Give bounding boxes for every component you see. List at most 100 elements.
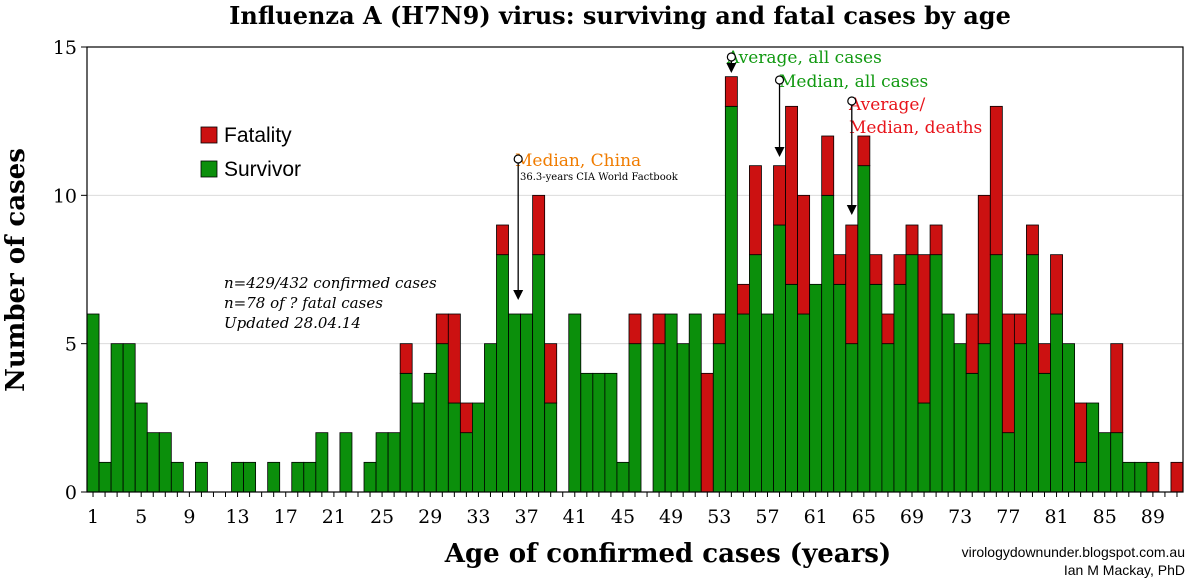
y-tick-label: 10 [53, 185, 77, 207]
bar-survivor [170, 461, 184, 493]
bar-fatality [1026, 224, 1039, 256]
bar-fatality [965, 313, 979, 374]
bar-survivor [881, 343, 895, 493]
bar-survivor [857, 165, 871, 493]
legend-swatch-survivor [200, 160, 218, 178]
bar-fatality [881, 313, 895, 345]
bar-fatality [1001, 313, 1015, 434]
bar-survivor [580, 372, 594, 493]
bar-fatality [845, 224, 859, 345]
bar-fatality [977, 194, 991, 345]
bar-fatality [797, 194, 811, 315]
x-axis-ticks: 1 5 9 13 17 21 25 29 33 37 41 45 49 53 57 61 65 69 73 77 81 8… [87, 492, 1178, 528]
bar-survivor [496, 254, 509, 493]
bar-fatality [929, 224, 943, 256]
bar-fatality [712, 313, 726, 345]
bar-fatality [1038, 343, 1051, 374]
annotation-arrowhead [774, 147, 785, 157]
bar-survivor [676, 343, 690, 493]
bar-fatality [821, 135, 835, 196]
x-tick-label: 77 [996, 506, 1020, 528]
annotation-median-all: Median, all cases [779, 72, 928, 92]
bar-survivor [688, 313, 702, 493]
x-tick-label: 37 [515, 506, 539, 528]
bar-survivor [953, 343, 967, 493]
bar-survivor [893, 283, 907, 493]
bar-fatality [1170, 461, 1184, 493]
chart-title: Influenza A (H7N9) virus: surviving and … [229, 1, 1011, 30]
bar-survivor [1062, 343, 1076, 493]
credit-author: Ian M Mackay, PhD [1064, 562, 1185, 578]
bar-fatality [989, 105, 1003, 256]
bar-survivor [484, 343, 497, 493]
bar-survivor [736, 313, 750, 493]
y-tick-label: 0 [65, 482, 77, 504]
bar-survivor [568, 313, 582, 493]
bar-survivor [399, 372, 413, 493]
annotation-arrowhead [726, 63, 737, 73]
bar-survivor [411, 402, 425, 493]
bar-survivor [122, 343, 136, 493]
bar-survivor [664, 313, 678, 493]
bar-survivor [447, 402, 461, 493]
x-tick-label: 53 [707, 506, 731, 528]
bar-survivor [459, 432, 473, 493]
bar-survivor [1074, 461, 1088, 493]
bar-survivor [785, 283, 798, 493]
annotation-marker [847, 96, 857, 106]
bar-survivor [435, 343, 449, 493]
bar-survivor [833, 283, 847, 493]
annotation-marker [774, 75, 785, 85]
x-axis-title: Age of confirmed cases (years) [444, 539, 891, 569]
note-updated: Updated 28.04.14 [224, 314, 361, 332]
bar-survivor [134, 402, 148, 493]
bar-survivor [146, 432, 160, 493]
bar-survivor [267, 461, 281, 493]
x-tick-label: 73 [948, 506, 972, 528]
bar-fatality [435, 313, 449, 345]
bar-survivor [303, 461, 317, 493]
bar-survivor [1086, 402, 1100, 493]
bar-survivor [363, 461, 377, 493]
bar-fatality [833, 254, 847, 285]
notes: n=429/432 confirmed cases n=78 of ? fata… [224, 274, 437, 332]
note-fatal: n=78 of ? fatal cases [224, 294, 383, 312]
bar-survivor [375, 432, 389, 493]
legend-swatch-fatality [200, 126, 218, 144]
bar-fatality [869, 254, 883, 285]
bar-survivor [712, 343, 726, 493]
annotation-marker [726, 52, 736, 62]
bar-survivor [315, 432, 329, 493]
annotation-marker [513, 154, 523, 164]
bar-survivor [604, 372, 618, 493]
bar-survivor [977, 343, 991, 493]
bar-fatality [749, 165, 762, 256]
annotation-median-china-sub: 36.3-years CIA World Factbook [520, 172, 679, 183]
bar-survivor [929, 254, 943, 493]
bar-survivor [1110, 432, 1124, 493]
bar-fatality [652, 313, 666, 345]
x-tick-label: 1 [87, 506, 99, 528]
bar-fatality [1074, 402, 1088, 463]
bar-survivor [917, 402, 931, 493]
bar-survivor [989, 254, 1003, 493]
bar-fatality [893, 254, 907, 285]
bar-fatality [724, 76, 738, 107]
bar-survivor [628, 343, 642, 493]
bar-survivor [423, 372, 437, 493]
y-tick-label: 5 [65, 334, 77, 356]
bar-fatality [857, 135, 871, 167]
legend: Fatality Survivor [200, 124, 301, 181]
bar-survivor [592, 372, 606, 493]
x-tick-label: 5 [135, 506, 147, 528]
legend-label-fatality: Fatality [224, 124, 292, 147]
bar-fatality [459, 402, 473, 434]
x-tick-label: 9 [183, 506, 195, 528]
bar-survivor [544, 402, 558, 493]
x-tick-label: 33 [466, 506, 490, 528]
bar-survivor [194, 461, 208, 493]
bar-fatality [628, 313, 642, 345]
bar-survivor [941, 313, 955, 493]
bar-survivor [508, 313, 521, 493]
bar-fatality [1146, 461, 1160, 493]
